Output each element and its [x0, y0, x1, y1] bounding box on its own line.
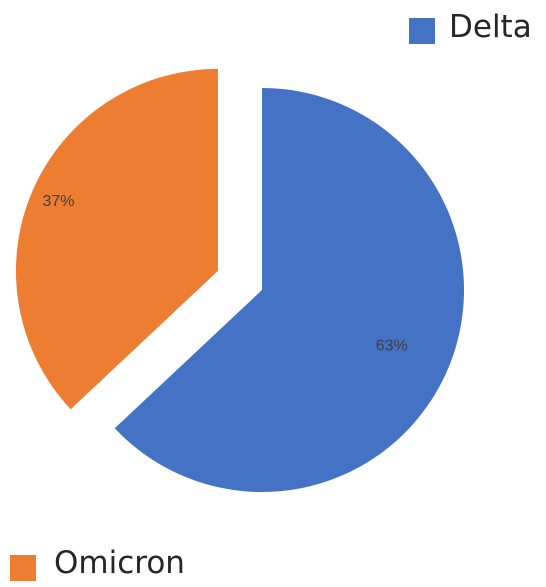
legend-label-omicron: Omicron	[54, 544, 185, 581]
legend-label-delta: Delta	[449, 8, 532, 45]
pie-slice-delta[interactable]	[114, 88, 464, 492]
legend-item-omicron[interactable]: Omicron	[10, 545, 185, 581]
legend-item-delta[interactable]: Delta	[409, 10, 532, 44]
legend-swatch-delta	[409, 18, 435, 44]
pie-slice-omicron[interactable]	[15, 68, 218, 410]
pie-slices	[15, 68, 464, 492]
data-label-delta: 63%	[376, 337, 408, 354]
data-label-omicron: 37%	[42, 193, 74, 210]
legend-swatch-omicron	[10, 555, 36, 581]
